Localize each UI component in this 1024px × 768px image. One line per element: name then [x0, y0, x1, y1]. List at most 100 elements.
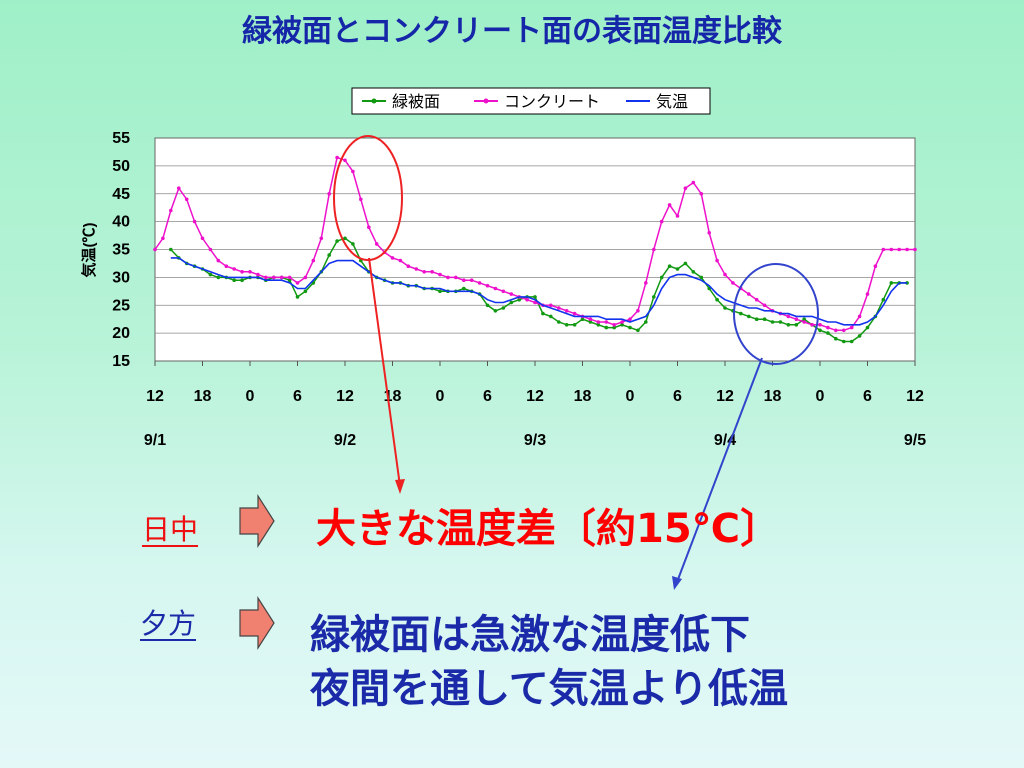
- data-point: [596, 323, 601, 327]
- data-point: [683, 186, 688, 190]
- data-point: [343, 236, 347, 241]
- x-tick-label: 6: [483, 388, 492, 405]
- data-point: [604, 325, 609, 330]
- data-point: [762, 317, 767, 322]
- data-point: [374, 242, 379, 246]
- data-point: [794, 323, 799, 327]
- y-tick-label: 35: [112, 242, 130, 259]
- x-tick-label: 12: [716, 388, 734, 405]
- daytime-arrow-icon: [239, 494, 275, 548]
- data-point: [446, 275, 450, 280]
- y-tick-label: 50: [112, 158, 130, 175]
- data-point: [549, 314, 553, 319]
- data-point: [343, 158, 347, 163]
- data-point: [153, 247, 157, 252]
- daytime-highlight-ellipse: [333, 135, 403, 261]
- data-point: [256, 272, 260, 277]
- data-point: [770, 320, 775, 324]
- data-point: [659, 219, 664, 224]
- data-point: [857, 314, 862, 319]
- data-point: [422, 270, 427, 274]
- data-point: [842, 339, 846, 344]
- data-point: [715, 297, 719, 302]
- data-point: [414, 267, 419, 271]
- data-point: [644, 320, 648, 324]
- y-tick-label: 20: [112, 325, 130, 342]
- y-axis-label: 気温(℃): [80, 223, 98, 278]
- data-point: [287, 275, 292, 280]
- data-point: [335, 155, 339, 160]
- evening-label: 夕方: [140, 607, 197, 640]
- legend-label: 緑被面: [392, 93, 440, 111]
- data-point: [620, 323, 624, 327]
- data-point: [802, 320, 806, 324]
- data-point: [169, 247, 173, 252]
- y-tick-label: 40: [112, 214, 130, 231]
- data-point: [351, 169, 355, 174]
- data-point: [208, 247, 213, 252]
- date-label: 9/4: [714, 432, 736, 449]
- data-point: [628, 325, 632, 330]
- legend-label: 気温: [656, 93, 688, 111]
- evening-highlight-ellipse: [733, 263, 819, 365]
- data-point: [232, 278, 236, 283]
- x-tick-label: 12: [336, 388, 354, 405]
- series-line: [170, 237, 908, 343]
- x-tick-label: 6: [863, 388, 872, 405]
- x-tick-label: 0: [816, 388, 825, 405]
- x-tick-label: 12: [526, 388, 544, 405]
- temperature-chart: 15 20 25 30 35 40 45 50 55 12 18 0 6 12 18 0 6 12 18 0 6 12 1…: [80, 87, 926, 449]
- data-point: [881, 297, 886, 302]
- data-point: [849, 325, 854, 330]
- data-point: [913, 247, 917, 252]
- series-line: [170, 257, 908, 326]
- legend: 緑被面 コンクリート 気温: [351, 87, 711, 115]
- data-point: [240, 278, 244, 283]
- data-point: [675, 214, 680, 218]
- data-point: [628, 317, 632, 322]
- data-point: [438, 289, 442, 294]
- x-tick-label: 18: [764, 388, 782, 405]
- data-point: [572, 311, 577, 316]
- date-label: 9/2: [334, 432, 356, 449]
- data-point: [754, 317, 759, 322]
- data-point: [406, 264, 411, 269]
- data-point: [905, 247, 909, 252]
- x-tick-label: 12: [906, 388, 924, 405]
- data-point: [477, 281, 482, 285]
- data-point: [295, 295, 300, 299]
- data-point: [612, 325, 616, 330]
- data-point: [604, 320, 609, 324]
- data-point: [224, 264, 229, 269]
- data-point: [557, 306, 561, 310]
- data-point: [707, 231, 711, 235]
- data-point: [873, 264, 878, 269]
- x-tick-label: 0: [436, 388, 445, 405]
- data-point: [557, 320, 561, 324]
- data-point: [549, 303, 553, 308]
- data-point: [612, 323, 616, 327]
- data-point: [889, 247, 894, 252]
- data-point: [303, 275, 308, 280]
- data-point: [327, 192, 332, 196]
- data-point: [351, 242, 355, 246]
- y-tick-label: 15: [112, 353, 130, 370]
- daytime-label: 日中: [142, 513, 199, 546]
- evening-text-line1: 緑被面は急激な温度低下: [310, 612, 750, 658]
- data-point: [272, 275, 276, 280]
- data-point: [311, 258, 316, 263]
- red-pointer-arrowhead: [395, 479, 405, 494]
- evening-arrow-icon: [239, 596, 275, 650]
- data-point: [754, 297, 759, 302]
- data-point: [652, 247, 656, 252]
- data-point: [216, 258, 221, 263]
- data-point: [398, 258, 403, 263]
- data-point: [169, 208, 173, 213]
- data-point: [620, 320, 624, 324]
- evening-text-line2: 夜間を通して気温より低温: [310, 666, 788, 712]
- legend-marker: [483, 98, 489, 104]
- data-point: [335, 239, 339, 243]
- data-point: [525, 297, 529, 302]
- data-point: [501, 289, 506, 294]
- data-point: [659, 275, 664, 280]
